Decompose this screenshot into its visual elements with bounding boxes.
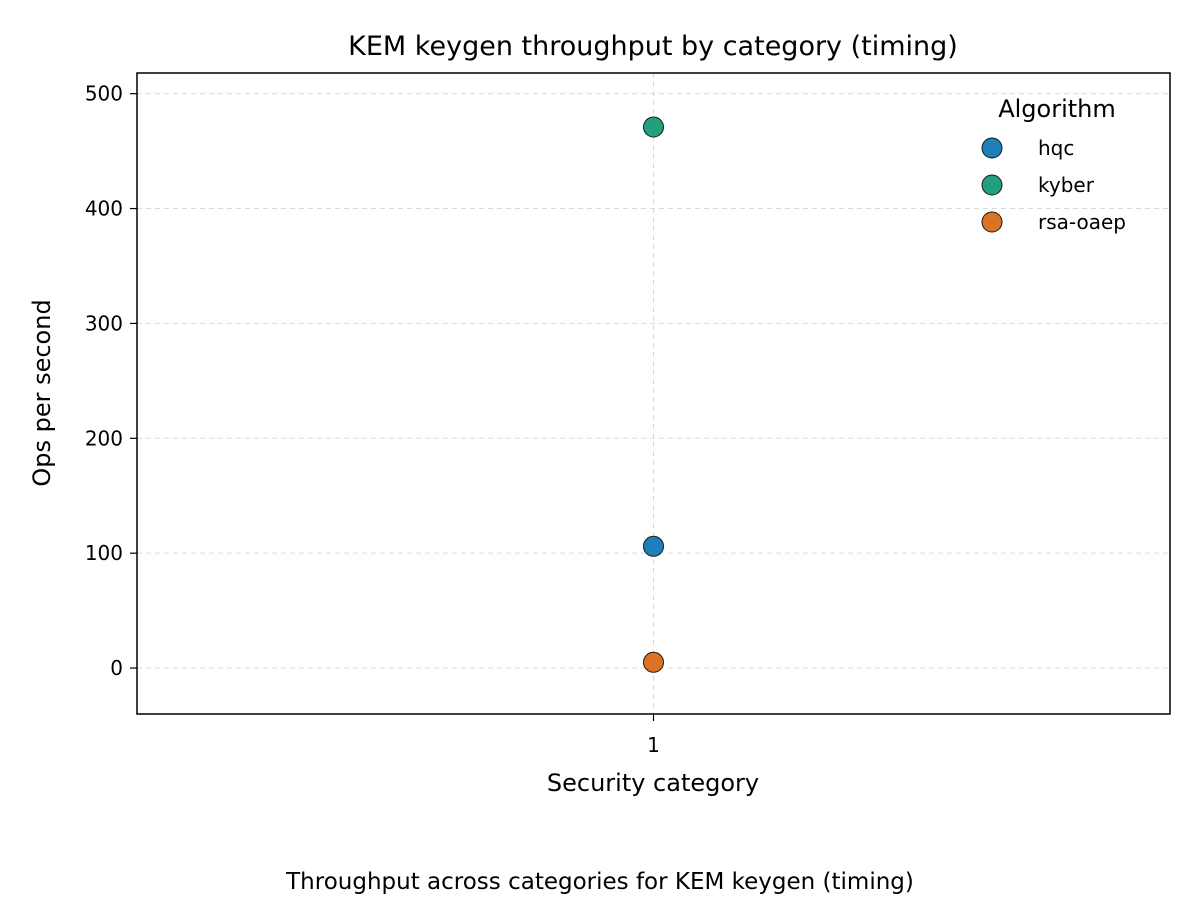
legend-title: Algorithm — [998, 95, 1116, 123]
y-tick-label: 100 — [85, 541, 123, 565]
chart-title: KEM keygen throughput by category (timin… — [348, 31, 958, 62]
data-points — [643, 116, 664, 673]
x-tick-label: 1 — [647, 733, 660, 757]
legend-label-hqc: hqc — [1038, 136, 1074, 160]
legend: Algorithm hqc kyber rsa-oaep — [981, 95, 1126, 234]
y-tick-label: 0 — [110, 656, 123, 680]
y-tick-label: 500 — [85, 82, 123, 106]
y-tick-label: 300 — [85, 311, 123, 335]
x-axis-label: Security category — [547, 769, 759, 797]
data-point-hqc — [643, 535, 664, 557]
y-tick-label: 400 — [85, 197, 123, 221]
data-point-rsa-oaep — [643, 651, 664, 673]
grid-lines — [137, 73, 1170, 714]
figure-caption: Throughput across categories for KEM key… — [285, 869, 914, 895]
legend-marker-kyber — [981, 174, 1003, 196]
legend-label-kyber: kyber — [1038, 173, 1095, 197]
legend-marker-hqc — [981, 137, 1003, 159]
y-axis: 0 100 200 300 400 500 — [85, 82, 137, 680]
x-axis: 1 — [647, 714, 660, 757]
data-point-kyber — [643, 116, 664, 138]
y-tick-label: 200 — [85, 426, 123, 450]
legend-label-rsa-oaep: rsa-oaep — [1038, 210, 1126, 234]
legend-marker-rsa-oaep — [981, 211, 1003, 233]
y-axis-label: Ops per second — [28, 299, 56, 486]
